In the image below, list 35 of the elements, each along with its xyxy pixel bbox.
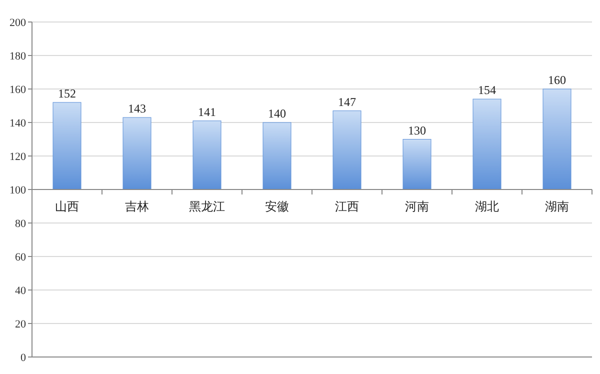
data-label: 160 bbox=[548, 73, 566, 87]
data-label: 141 bbox=[198, 104, 216, 119]
x-tick-label: 吉林 bbox=[125, 200, 149, 214]
data-label: 130 bbox=[408, 123, 426, 138]
x-tick-label: 山西 bbox=[55, 200, 79, 214]
x-tick-label: 河南 bbox=[405, 200, 429, 214]
y-tick-label: 0 bbox=[20, 352, 26, 364]
bar bbox=[402, 139, 432, 190]
data-label: 147 bbox=[338, 94, 356, 109]
bar bbox=[192, 120, 222, 190]
data-label: 152 bbox=[58, 86, 76, 100]
bar bbox=[52, 102, 82, 190]
bar bbox=[542, 88, 572, 190]
y-tick-label: 200 bbox=[10, 17, 26, 29]
bar bbox=[472, 98, 502, 190]
x-tick-label: 江西 bbox=[335, 200, 359, 214]
data-label: 140 bbox=[268, 106, 286, 120]
x-tick-label: 湖北 bbox=[475, 200, 499, 214]
y-tick-label: 20 bbox=[15, 318, 26, 330]
bar bbox=[262, 122, 292, 190]
bar bbox=[332, 110, 362, 190]
x-tick-label: 安徽 bbox=[265, 200, 289, 214]
y-tick-label: 80 bbox=[15, 218, 26, 230]
y-tick-label: 100 bbox=[10, 184, 26, 196]
data-label: 154 bbox=[478, 83, 496, 98]
x-tick-label: 湖南 bbox=[545, 200, 569, 214]
y-tick-label: 160 bbox=[10, 84, 26, 96]
bar bbox=[122, 117, 152, 190]
y-tick-label: 180 bbox=[10, 50, 26, 62]
data-label: 143 bbox=[128, 101, 146, 116]
y-tick-label: 60 bbox=[15, 252, 26, 264]
x-tick-label: 黑龙江 bbox=[189, 200, 225, 214]
y-tick-label: 140 bbox=[10, 118, 26, 130]
y-tick-label: 120 bbox=[10, 151, 26, 163]
y-tick-label: 40 bbox=[15, 285, 26, 297]
